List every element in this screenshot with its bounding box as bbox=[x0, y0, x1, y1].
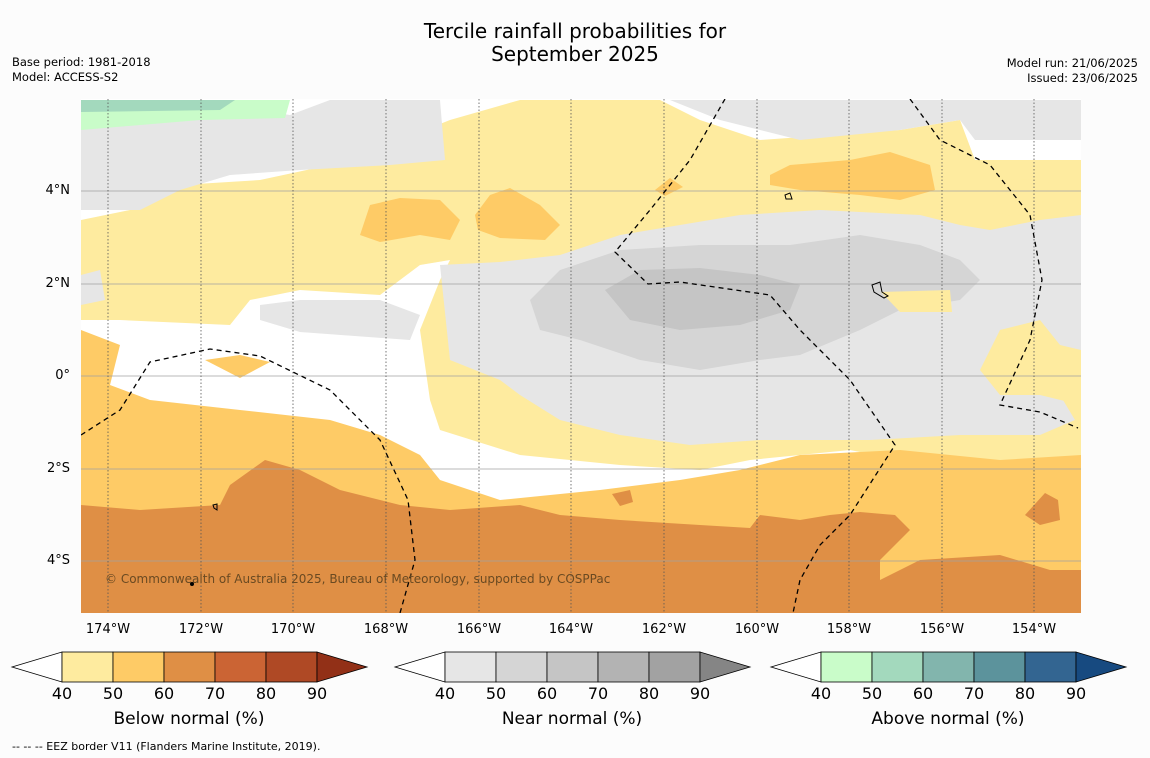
lat-label-2n: 2°N bbox=[45, 276, 71, 291]
colorbar-tick-label: 60 bbox=[912, 684, 934, 703]
colorbar-tick-label: 80 bbox=[255, 684, 277, 703]
island-outline-b bbox=[784, 192, 793, 200]
colorbar-segment bbox=[265, 651, 318, 683]
colorbar-tick-label: 60 bbox=[153, 684, 175, 703]
lat-label-2s: 2°S bbox=[46, 461, 70, 476]
near-normal-40-region-c bbox=[670, 100, 1081, 140]
near-normal-40-patch bbox=[260, 300, 420, 340]
colorbar-above-normal bbox=[769, 651, 1128, 683]
lat-label-0: 0° bbox=[55, 368, 70, 383]
lat-label-4s: 4°S bbox=[46, 553, 70, 568]
colorbar-segment bbox=[495, 651, 548, 683]
eez-borders bbox=[81, 99, 1079, 613]
below-normal-60-patch-d bbox=[205, 355, 270, 378]
colorbar-min-extension bbox=[769, 651, 822, 683]
below-normal-50-patch-se bbox=[998, 325, 1081, 405]
title-line-1: Tercile rainfall probabilities for bbox=[423, 19, 727, 43]
lon-label-164w: 164°W bbox=[548, 622, 594, 637]
island-outline-c bbox=[212, 503, 218, 511]
colorbar-tick-label: 60 bbox=[536, 684, 558, 703]
colorbar-tick-label: 70 bbox=[587, 684, 609, 703]
lon-label-168w: 168°W bbox=[363, 622, 409, 637]
model-info: Base period: 1981-2018 Model: ACCESS-S2 bbox=[12, 55, 151, 85]
lon-label-166w: 166°W bbox=[456, 622, 502, 637]
lon-label-170w: 170°W bbox=[270, 622, 316, 637]
lon-label-156w: 156°W bbox=[919, 622, 965, 637]
colorbar-segment bbox=[648, 651, 701, 683]
base-period: Base period: 1981-2018 bbox=[12, 55, 151, 69]
colorbar-tick-label: 50 bbox=[861, 684, 883, 703]
below-normal-50-patch-ne bbox=[990, 178, 1050, 218]
model-name: Model: ACCESS-S2 bbox=[12, 70, 119, 84]
colorbar-max-extension bbox=[1075, 651, 1128, 683]
colorbar-tick-label: 80 bbox=[638, 684, 660, 703]
model-run-date: Model run: 21/06/2025 bbox=[1006, 56, 1138, 70]
below-normal-60-patch-b bbox=[475, 188, 560, 240]
below-normal-50-patch-east bbox=[881, 290, 952, 312]
colorbar-segment bbox=[163, 651, 216, 683]
colorbar-segment bbox=[871, 651, 924, 683]
near-normal-40-region bbox=[81, 100, 445, 210]
colorbar-tick-label: 40 bbox=[434, 684, 456, 703]
meridians bbox=[107, 99, 1035, 613]
run-info: Model run: 21/06/2025 Issued: 23/06/2025 bbox=[1007, 56, 1138, 86]
lon-label-162w: 162°W bbox=[641, 622, 687, 637]
below-normal-60-patch-e bbox=[655, 178, 683, 196]
near-normal-60-region bbox=[605, 268, 800, 330]
lon-label-154w: 154°W bbox=[1011, 622, 1057, 637]
islands bbox=[190, 192, 889, 586]
colorbar-tick-label: 90 bbox=[1065, 684, 1087, 703]
below-normal-60-patch-c bbox=[770, 152, 935, 200]
colorbar-segment bbox=[922, 651, 975, 683]
near-normal-40-patch-b bbox=[81, 270, 105, 305]
colorbar-min-extension bbox=[393, 651, 446, 683]
below-normal-70-region bbox=[81, 460, 1081, 613]
issued-date: Issued: 23/06/2025 bbox=[1027, 71, 1138, 85]
colorbar-below-normal bbox=[10, 651, 369, 683]
colorbar-segment bbox=[61, 651, 114, 683]
lon-label-174w: 174°W bbox=[85, 622, 131, 637]
colorbar-segment bbox=[1024, 651, 1077, 683]
colorbar-tick-label: 40 bbox=[810, 684, 832, 703]
colorbar-segment bbox=[973, 651, 1026, 683]
colorbar-label-above: Above normal (%) bbox=[871, 709, 1025, 729]
title-line-2: September 2025 bbox=[491, 42, 659, 66]
colorbar-segment bbox=[444, 651, 497, 683]
copyright-notice: © Commonwealth of Australia 2025, Bureau… bbox=[105, 572, 611, 586]
colorbar-tick-label: 90 bbox=[689, 684, 711, 703]
colorbar-tick-label: 50 bbox=[102, 684, 124, 703]
colorbar-max-extension bbox=[699, 651, 752, 683]
below-normal-60-patch-a bbox=[360, 198, 460, 242]
colorbar-near-normal bbox=[393, 651, 752, 683]
colorbar-tick-label: 40 bbox=[51, 684, 73, 703]
colorbar-segment bbox=[214, 651, 267, 683]
colorbar-tick-label: 50 bbox=[485, 684, 507, 703]
colorbar-max-extension bbox=[316, 651, 369, 683]
colorbar-segment bbox=[597, 651, 650, 683]
colorbar-min-extension bbox=[10, 651, 63, 683]
colorbar-segment bbox=[546, 651, 599, 683]
lon-label-172w: 172°W bbox=[178, 622, 224, 637]
colorbar-tick-label: 70 bbox=[204, 684, 226, 703]
island-dot bbox=[190, 582, 194, 586]
eez-footnote: -- -- -- EEZ border V11 (Flanders Marine… bbox=[12, 740, 321, 753]
lat-label-4n: 4°N bbox=[45, 183, 71, 198]
lon-label-160w: 160°W bbox=[734, 622, 780, 637]
colorbar-tick-label: 90 bbox=[306, 684, 328, 703]
colorbar-segment bbox=[112, 651, 165, 683]
colorbar-segment bbox=[820, 651, 873, 683]
lon-label-158w: 158°W bbox=[826, 622, 872, 637]
island-outline bbox=[871, 281, 889, 299]
below-normal-70-patch-b bbox=[612, 490, 633, 506]
colorbar-label-near: Near normal (%) bbox=[501, 709, 643, 729]
above-normal-50-region bbox=[81, 100, 235, 112]
graticule bbox=[81, 190, 1081, 562]
colorbar-label-below: Below normal (%) bbox=[113, 709, 265, 729]
chart-title: Tercile rainfall probabilities for Septe… bbox=[0, 20, 1150, 66]
colorbar-tick-label: 80 bbox=[1014, 684, 1036, 703]
colorbar-tick-label: 70 bbox=[963, 684, 985, 703]
